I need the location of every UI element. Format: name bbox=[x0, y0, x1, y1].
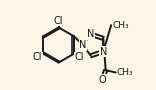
Text: O: O bbox=[98, 75, 106, 85]
Text: Cl: Cl bbox=[33, 52, 42, 62]
Text: N: N bbox=[87, 29, 94, 39]
Text: N: N bbox=[79, 40, 87, 50]
Text: Cl: Cl bbox=[54, 16, 63, 26]
Text: CH₃: CH₃ bbox=[117, 68, 134, 77]
Text: Cl: Cl bbox=[75, 52, 84, 62]
Text: CH₃: CH₃ bbox=[112, 21, 129, 30]
Text: N: N bbox=[100, 47, 107, 57]
